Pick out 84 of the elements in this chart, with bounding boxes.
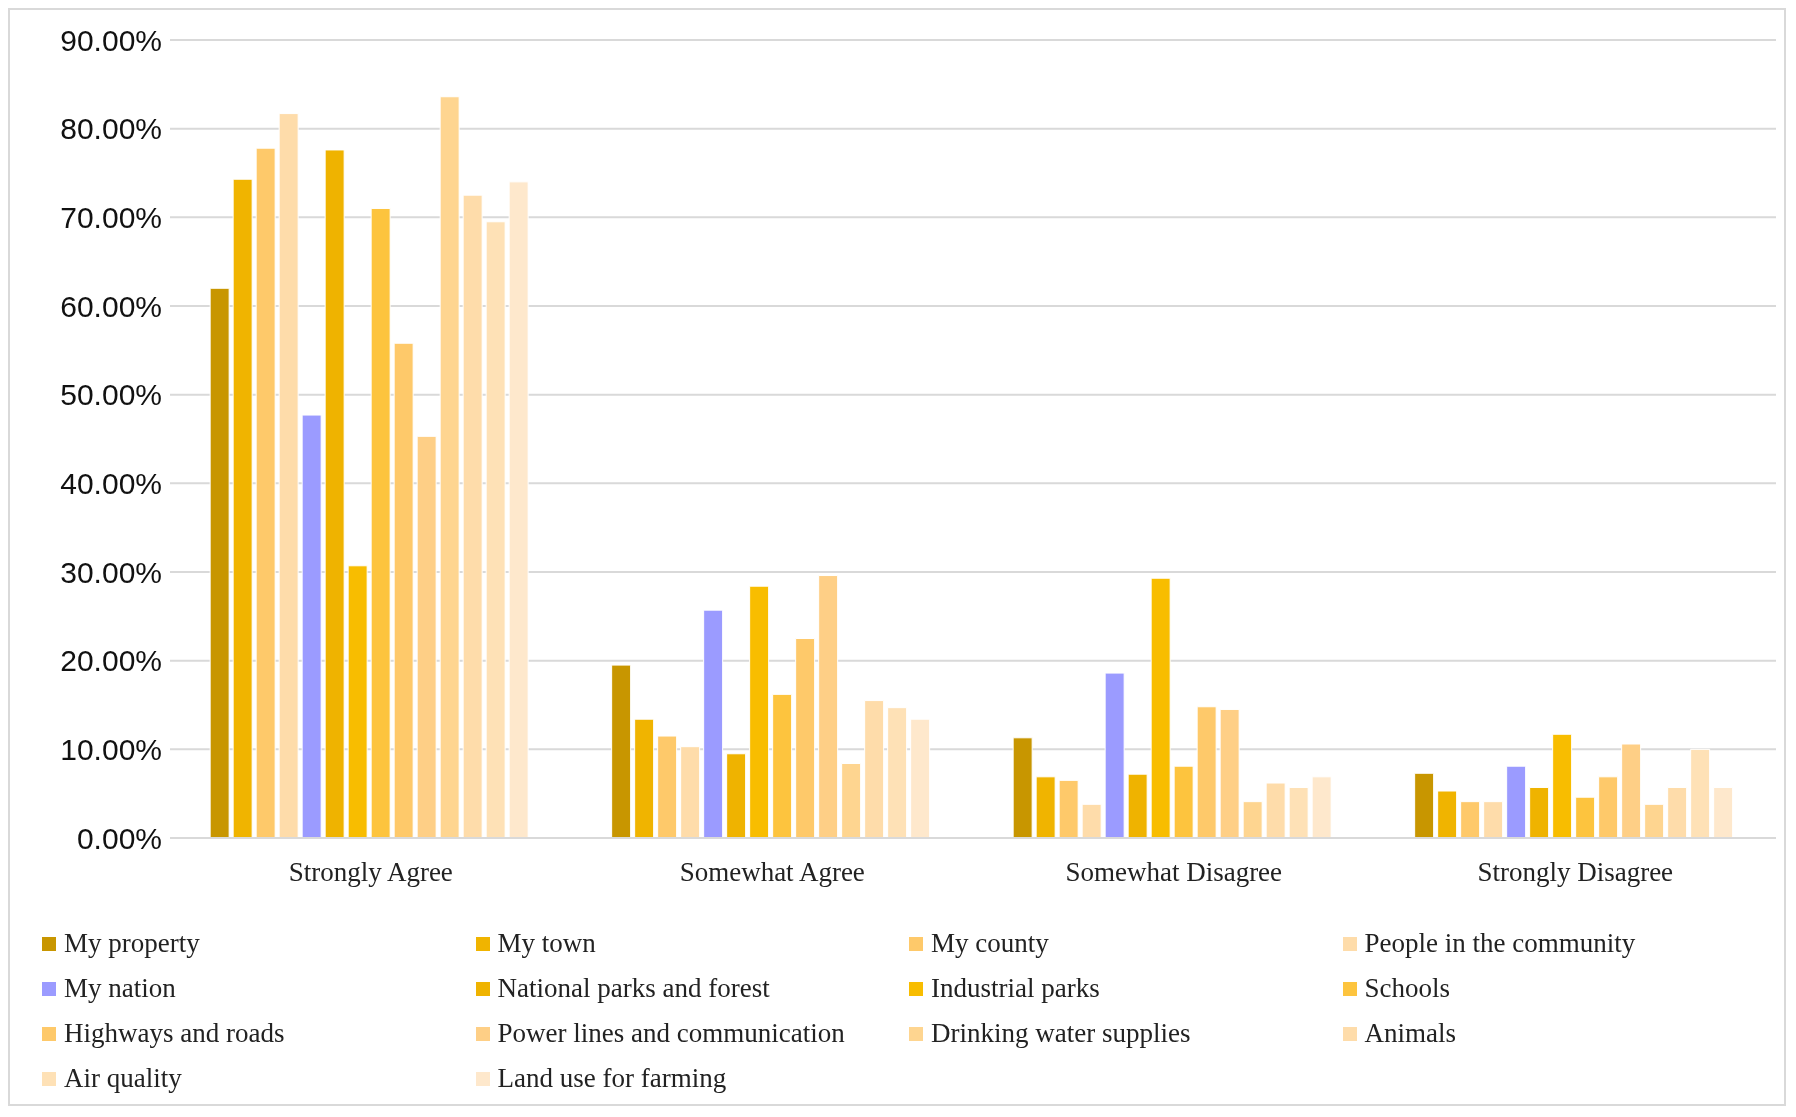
bar [680, 746, 701, 838]
y-tick-label: 50.00% [60, 378, 162, 412]
bar [1104, 672, 1125, 838]
bar [1506, 765, 1527, 838]
y-tick-label: 60.00% [60, 289, 162, 323]
bar [1035, 776, 1056, 838]
legend-label: My town [497, 928, 596, 959]
legend-label: Animals [1364, 1018, 1456, 1049]
bar [393, 342, 414, 838]
y-tick-label: 30.00% [60, 555, 162, 589]
legend-label: People in the community [1364, 928, 1636, 959]
bar [1460, 801, 1481, 838]
bar [485, 221, 506, 838]
y-tick-label: 40.00% [60, 466, 162, 500]
bar [1483, 801, 1504, 838]
bar [462, 194, 483, 838]
legend-label: Power lines and communication [497, 1018, 845, 1049]
bar [1219, 708, 1240, 838]
bar [324, 149, 345, 838]
y-tick-label: 20.00% [60, 644, 162, 678]
bar [1690, 748, 1711, 838]
bar [634, 718, 655, 838]
legend-label: Industrial parks [931, 973, 1100, 1004]
bar [278, 113, 299, 838]
legend-label: My property [64, 928, 200, 959]
y-tick-label: 10.00% [60, 732, 162, 766]
bar [1265, 782, 1286, 838]
legend-label: Highways and roads [64, 1018, 285, 1049]
bar [657, 735, 678, 838]
legend-label: My county [931, 928, 1049, 959]
bar [864, 700, 885, 838]
x-tick-label: Somewhat Disagree [1065, 857, 1283, 888]
bar [370, 207, 391, 838]
bar [1414, 772, 1435, 838]
x-tick-label: Strongly Agree [288, 857, 453, 888]
bar [910, 718, 931, 838]
bar [795, 638, 816, 838]
bar [1173, 765, 1194, 838]
bar [1242, 801, 1263, 838]
bar [1012, 737, 1033, 838]
bar [1127, 773, 1148, 838]
bar [255, 147, 276, 838]
bar [726, 753, 747, 838]
bar [1288, 786, 1309, 838]
bar [1598, 776, 1619, 838]
bar [1058, 779, 1079, 838]
legend-label: My nation [64, 973, 176, 1004]
bar [1644, 803, 1665, 838]
legend-label: Air quality [64, 1063, 182, 1094]
bar [416, 435, 437, 838]
bar [703, 609, 724, 838]
bar [301, 414, 322, 838]
y-tick-label: 90.00% [60, 23, 162, 57]
bar [508, 181, 529, 838]
bar [1552, 733, 1573, 838]
y-tick-label: 80.00% [60, 112, 162, 146]
y-tick-label: 70.00% [60, 200, 162, 234]
bar [611, 664, 632, 838]
bar [749, 585, 770, 838]
bar [209, 287, 230, 838]
bar [347, 565, 368, 838]
bar [1150, 577, 1171, 838]
bar [1529, 786, 1550, 838]
legend-label: Schools [1364, 973, 1451, 1004]
bar [1621, 743, 1642, 838]
bar [1311, 776, 1332, 838]
bar [1196, 706, 1217, 838]
bar [1667, 786, 1688, 838]
bar [1437, 790, 1458, 838]
bar [1575, 796, 1596, 838]
legend-label: Land use for farming [497, 1063, 727, 1094]
bar [887, 707, 908, 838]
bar [232, 178, 253, 838]
bar [772, 693, 793, 838]
bar [1713, 786, 1734, 838]
legend-label: Drinking water supplies [931, 1018, 1191, 1049]
y-tick-label: 0.00% [76, 821, 162, 855]
legend-label: National parks and forest [497, 973, 770, 1004]
bar [841, 763, 862, 838]
bar [818, 575, 839, 838]
bar [1081, 803, 1102, 838]
x-tick-label: Somewhat Agree [679, 857, 865, 888]
bar [439, 96, 460, 838]
x-tick-label: Strongly Disagree [1477, 857, 1674, 888]
